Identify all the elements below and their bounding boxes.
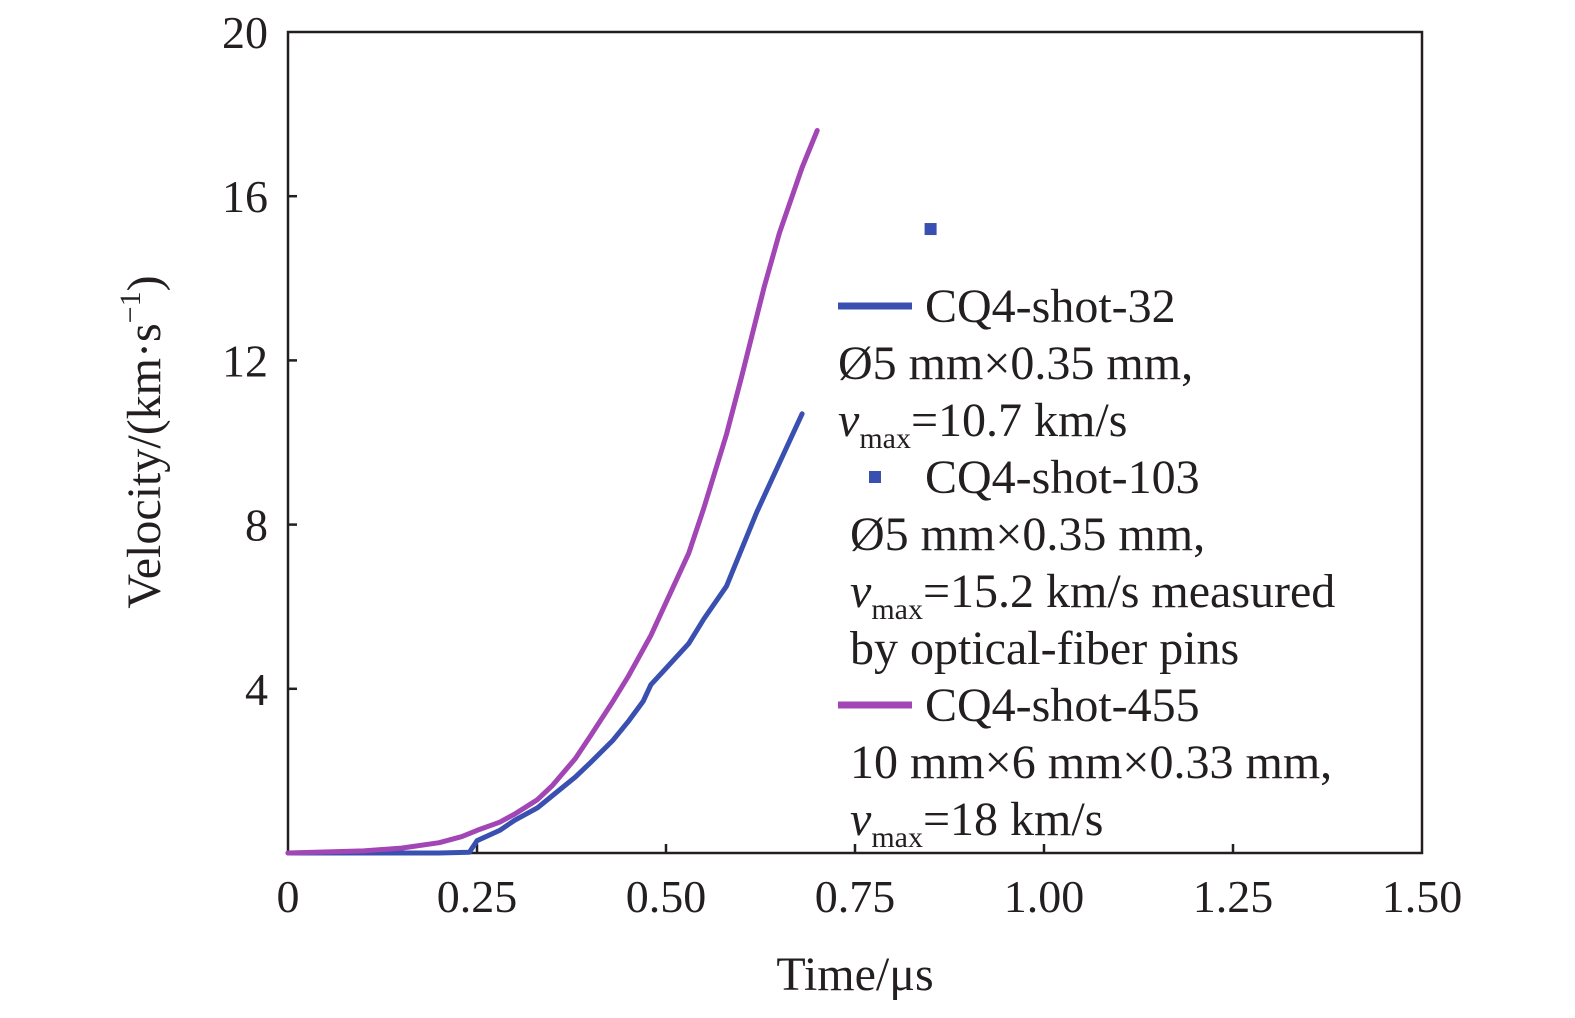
y-axis-title-main: Velocity/(km·s [118, 323, 171, 608]
y-axis-title: Velocity/(km·s−1) [114, 275, 171, 608]
legend-detail-part: =15.2 km/s measured [923, 565, 1335, 618]
legend-detail-part: by optical-fiber pins [850, 622, 1239, 675]
series-layer [285, 128, 937, 856]
y-axis-title-exponent: −1 [114, 291, 147, 323]
legend-detail-part: =10.7 km/s [911, 394, 1127, 447]
y-tick-label: 4 [245, 664, 268, 715]
legend-detail-part: v [838, 394, 860, 447]
y-tick-label: 16 [222, 171, 268, 222]
data-point-cq4-shot-103 [924, 223, 937, 236]
legend-label-cq4-shot-103: CQ4-shot-103 [925, 451, 1200, 504]
legend-label-cq4-shot-455: CQ4-shot-455 [925, 679, 1200, 732]
y-tick-label: 20 [222, 7, 268, 58]
legend-detail-cq4-shot-32: Ø5 mm×0.35 mm, [838, 337, 1193, 390]
x-tick-label: 0 [277, 871, 300, 922]
series-line-cq4-shot-455 [285, 128, 820, 856]
y-tick-label: 8 [245, 500, 268, 551]
y-axis-title-close: ) [118, 275, 171, 291]
x-tick-label: 1.00 [1004, 871, 1085, 922]
legend-detail-subscript: max [871, 593, 923, 626]
series-line-cq4-shot-32 [285, 411, 805, 856]
legend-detail-part: Ø5 mm×0.35 mm, [838, 337, 1193, 390]
legend-detail-cq4-shot-103: by optical-fiber pins [850, 622, 1239, 675]
legend-detail-subscript: max [871, 821, 923, 854]
legend-detail-cq4-shot-103: vmax=15.2 km/s measured [850, 565, 1335, 626]
legend-detail-cq4-shot-32: vmax=10.7 km/s [838, 394, 1127, 455]
legend-detail-subscript: max [859, 422, 911, 455]
legend-detail-part: Ø5 mm×0.35 mm, [850, 508, 1205, 561]
legend-detail-cq4-shot-103: Ø5 mm×0.35 mm, [850, 508, 1205, 561]
x-axis: 0 0.25 0.50 0.75 1.00 1.25 1.50 [277, 844, 1463, 922]
legend-detail-cq4-shot-455: vmax=18 km/s [850, 793, 1103, 854]
legend-detail-part: v [850, 793, 872, 846]
legend-label-cq4-shot-32: CQ4-shot-32 [925, 280, 1176, 333]
x-tick-label: 0.75 [815, 871, 896, 922]
x-tick-label: 0.25 [437, 871, 518, 922]
y-tick-label: 12 [222, 335, 268, 386]
y-axis: 4 8 12 16 20 [222, 7, 297, 715]
x-tick-label: 1.25 [1193, 871, 1274, 922]
x-tick-label: 1.50 [1382, 871, 1463, 922]
legend-detail-part: v [850, 565, 872, 618]
legend-detail-cq4-shot-455: 10 mm×6 mm×0.33 mm, [850, 736, 1332, 789]
legend-detail-part: 10 mm×6 mm×0.33 mm, [850, 736, 1332, 789]
legend-swatch-cq4-shot-103 [869, 471, 881, 483]
x-tick-label: 0.50 [626, 871, 707, 922]
x-axis-title: Time/μs [776, 948, 933, 1001]
legend-detail-part: =18 km/s [923, 793, 1103, 846]
